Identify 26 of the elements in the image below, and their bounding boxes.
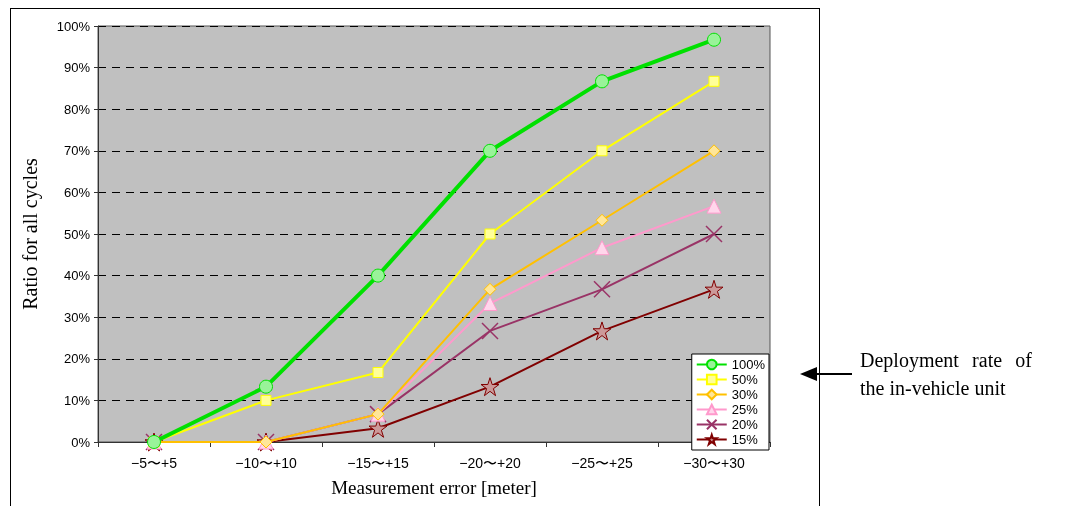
y-axis-title: Ratio for all cycles <box>19 157 42 310</box>
y-tick-label: 40% <box>63 268 91 284</box>
legend-label: 25% <box>731 402 759 417</box>
y-tick-label: 60% <box>63 184 91 200</box>
x-tick-label: −30〜+30 <box>683 455 745 471</box>
y-tick-label: 10% <box>63 392 91 408</box>
y-tick-label: 80% <box>63 101 91 117</box>
x-tick-label: −20〜+20 <box>459 455 521 471</box>
y-tick-label: 100% <box>56 18 91 34</box>
x-tick-label: −10〜+10 <box>235 455 297 471</box>
legend-label: 100% <box>731 357 766 372</box>
y-tick-label: 30% <box>63 309 91 325</box>
x-tick-label: −25〜+25 <box>571 455 633 471</box>
x-tick-label: −15〜+15 <box>347 455 409 471</box>
x-tick-label: −5〜+5 <box>131 455 178 471</box>
legend-label: 15% <box>731 432 759 447</box>
y-tick-label: 0% <box>71 434 91 450</box>
legend-label: 20% <box>731 417 759 432</box>
x-axis-title: Measurement error [meter] <box>331 477 537 498</box>
y-tick-label: 90% <box>63 60 91 76</box>
legend-label: 50% <box>731 372 759 387</box>
y-tick-label: 50% <box>63 226 91 242</box>
y-tick-label: 20% <box>63 351 91 367</box>
legend-label: 30% <box>731 387 759 402</box>
text: Deployment rate of the in-vehicle unit <box>860 348 1032 401</box>
y-tick-label: 70% <box>63 143 91 159</box>
